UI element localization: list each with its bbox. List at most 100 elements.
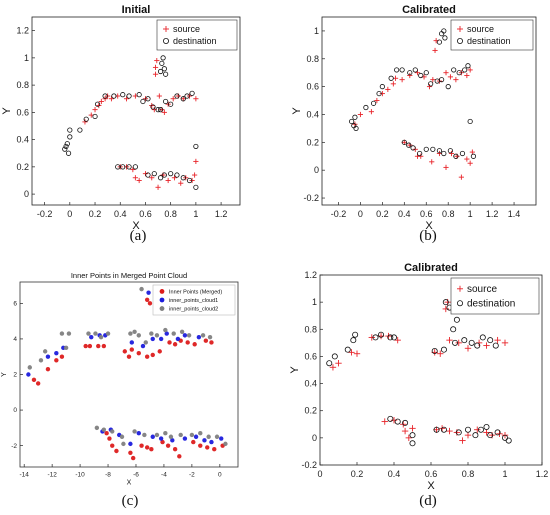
data-point-source bbox=[368, 334, 375, 341]
x-tick-label: 0.4 bbox=[388, 469, 401, 479]
data-point-destination bbox=[445, 84, 451, 90]
data-point-source bbox=[152, 71, 159, 77]
data-point-inner-points-merged- bbox=[59, 354, 65, 359]
data-point-inner-points-cloud1 bbox=[158, 436, 164, 441]
data-point-inner-points-merged- bbox=[54, 358, 59, 363]
data-point-source bbox=[108, 96, 115, 102]
data-point-source bbox=[443, 164, 449, 170]
data-point-inner-points-cloud2 bbox=[101, 427, 107, 432]
data-point-source bbox=[496, 430, 503, 437]
y-tick-label: 2 bbox=[13, 372, 17, 379]
data-point-destination bbox=[436, 148, 443, 154]
data-point-inner-points-cloud1 bbox=[128, 441, 133, 447]
legend: source destination bbox=[450, 277, 540, 315]
data-point-inner-points-cloud1 bbox=[193, 434, 199, 439]
y-tick-label: 1.2 bbox=[16, 26, 29, 36]
data-point-inner-points-cloud2 bbox=[86, 331, 91, 336]
data-point-source bbox=[98, 98, 104, 105]
x-tick-label: -2 bbox=[189, 472, 195, 479]
data-point-source bbox=[446, 427, 453, 435]
data-point-inner-points-merged- bbox=[150, 352, 155, 358]
data-point-source bbox=[180, 96, 186, 102]
data-point-destination bbox=[94, 101, 101, 107]
data-point-inner-points-merged- bbox=[147, 301, 153, 306]
data-point-destination bbox=[145, 96, 151, 102]
data-point-source bbox=[401, 427, 409, 435]
data-point-source bbox=[390, 417, 398, 424]
x-tick-label: 0.4 bbox=[398, 209, 411, 219]
y-tick-label: 0.6 bbox=[16, 107, 29, 117]
data-point-destination bbox=[487, 337, 494, 344]
x-tick-label: 0.6 bbox=[425, 469, 438, 479]
data-point-inner-points-cloud2 bbox=[149, 331, 154, 336]
data-point-destination bbox=[331, 353, 338, 360]
data-point-inner-points-merged- bbox=[205, 445, 210, 450]
data-point-inner-points-merged- bbox=[107, 436, 112, 441]
legend-box bbox=[450, 19, 534, 51]
legend-entry: destination bbox=[173, 36, 217, 46]
data-point-source bbox=[368, 109, 374, 115]
data-point-inner-points-merged- bbox=[101, 343, 107, 349]
data-point-destination bbox=[189, 90, 195, 96]
data-point-destination bbox=[394, 418, 401, 425]
data-point-destination bbox=[151, 171, 157, 177]
data-point-destination bbox=[163, 98, 169, 105]
data-point-inner-points-merged- bbox=[114, 448, 119, 454]
data-point-inner-points-cloud1 bbox=[175, 336, 181, 342]
y-axis-label: Y bbox=[289, 366, 301, 374]
x-tick-label: 0.4 bbox=[114, 209, 127, 219]
data-point-destination bbox=[161, 172, 167, 178]
data-point-inner-points-cloud2 bbox=[93, 331, 98, 336]
data-point-source bbox=[453, 77, 459, 83]
data-point-inner-points-cloud1 bbox=[182, 333, 188, 338]
data-point-inner-points-cloud1 bbox=[164, 331, 169, 336]
data-point-inner-points-merged- bbox=[149, 447, 154, 452]
x-tick-label: 1 bbox=[502, 469, 507, 479]
x-tick-label: 0.2 bbox=[89, 209, 102, 219]
data-point-inner-points-cloud2 bbox=[132, 329, 137, 335]
data-point-inner-points-merged- bbox=[110, 443, 115, 448]
x-tick-label: -8 bbox=[105, 472, 111, 479]
data-point-source bbox=[171, 175, 178, 181]
data-point-source bbox=[407, 72, 413, 79]
data-point-source bbox=[418, 153, 424, 159]
data-point-inner-points-cloud2 bbox=[163, 431, 168, 436]
data-point-destination bbox=[423, 146, 429, 152]
data-point-source bbox=[329, 364, 337, 371]
data-point-destination bbox=[163, 71, 169, 77]
data-point-source bbox=[348, 349, 355, 356]
data-point-destination bbox=[417, 150, 423, 157]
data-point-destination bbox=[372, 334, 379, 341]
data-point-destination bbox=[494, 429, 501, 436]
data-point-source bbox=[374, 97, 380, 104]
x-tick-label: 1.2 bbox=[486, 209, 499, 219]
y-tick-label: 1 bbox=[314, 26, 319, 36]
data-point-source bbox=[357, 111, 364, 118]
data-point-inner-points-cloud2 bbox=[206, 434, 211, 439]
data-point-inner-points-cloud1 bbox=[209, 439, 214, 445]
data-point-inner-points-cloud1 bbox=[202, 438, 207, 443]
data-point-destination bbox=[433, 426, 440, 433]
data-point-source bbox=[474, 426, 481, 433]
legend-entry: source bbox=[467, 284, 497, 295]
data-point-destination bbox=[67, 127, 73, 133]
y-tick-label: 0.8 bbox=[304, 324, 317, 334]
legend: Inner Points (Merged) inner_points_cloud1… bbox=[152, 284, 236, 316]
data-point-source bbox=[426, 84, 433, 90]
data-point-inner-points-cloud2 bbox=[223, 441, 228, 447]
y-tick-label: 4 bbox=[13, 336, 17, 343]
data-point-source bbox=[430, 77, 436, 83]
data-point-source bbox=[464, 156, 470, 162]
data-point-source bbox=[442, 305, 449, 313]
data-point-destination bbox=[157, 175, 164, 181]
data-point-destination bbox=[387, 334, 394, 341]
data-point-source bbox=[352, 121, 358, 127]
y-tick-label: 0.2 bbox=[304, 406, 317, 416]
x-tick-label: 1.2 bbox=[215, 209, 228, 219]
data-point-inner-points-cloud2 bbox=[214, 434, 220, 439]
data-point-inner-points-cloud2 bbox=[94, 425, 100, 431]
data-point-source bbox=[385, 86, 391, 93]
data-point-source bbox=[501, 339, 509, 347]
